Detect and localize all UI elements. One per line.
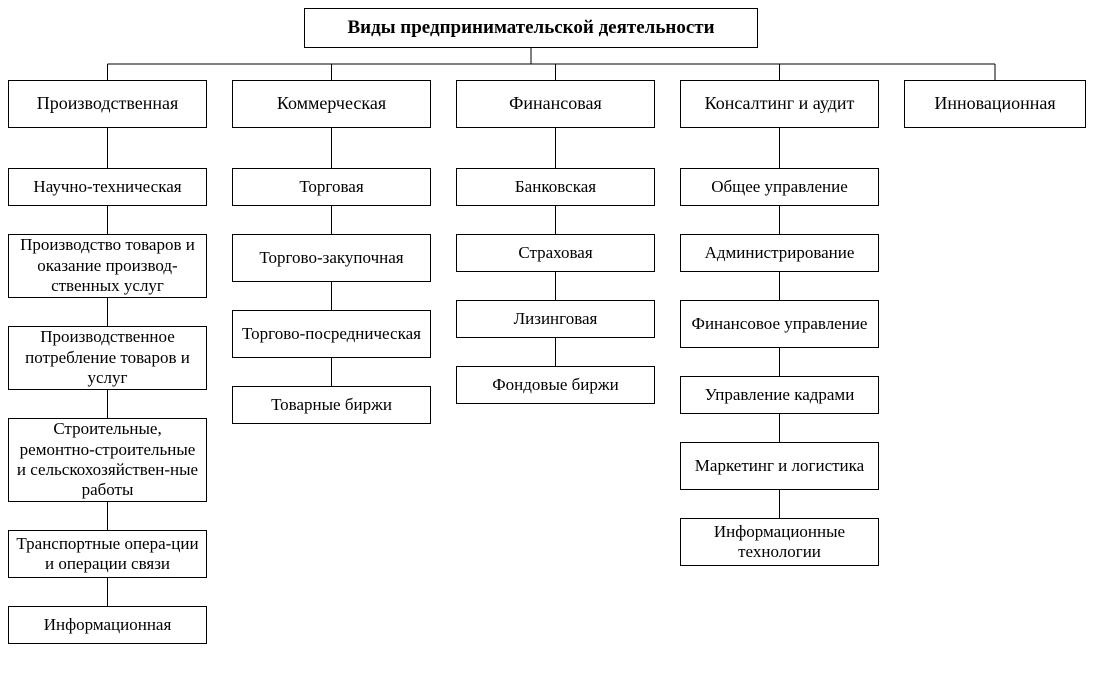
sub-node: Информационные технологии [680, 518, 879, 566]
sub-label: Фондовые биржи [492, 375, 619, 395]
sub-label: Производственное потребление товаров и у… [15, 327, 200, 388]
sub-label: Управление кадрами [705, 385, 855, 405]
sub-node: Управление кадрами [680, 376, 879, 414]
sub-node: Финансовое управление [680, 300, 879, 348]
category-node-innovation: Инновационная [904, 80, 1086, 128]
sub-node: Торгово-закупочная [232, 234, 431, 282]
sub-label: Общее управление [711, 177, 848, 197]
sub-node: Торгово-посредническая [232, 310, 431, 358]
sub-node: Администрирование [680, 234, 879, 272]
sub-node: Информационная [8, 606, 207, 644]
sub-node: Производственное потребление товаров и у… [8, 326, 207, 390]
sub-node: Лизинговая [456, 300, 655, 338]
category-label: Инновационная [934, 93, 1055, 115]
sub-label: Товарные биржи [271, 395, 392, 415]
sub-label: Финансовое управление [692, 314, 868, 334]
category-node-financial: Финансовая [456, 80, 655, 128]
sub-label: Информационные технологии [687, 522, 872, 563]
sub-node: Строительные, ремонтно-строительные и се… [8, 418, 207, 502]
sub-node: Торговая [232, 168, 431, 206]
category-label: Коммерческая [277, 93, 386, 115]
sub-label: Производство товаров и оказание производ… [15, 235, 200, 296]
root-label: Виды предпринимательской деятельности [347, 17, 714, 40]
sub-node: Страховая [456, 234, 655, 272]
sub-node: Фондовые биржи [456, 366, 655, 404]
sub-label: Лизинговая [514, 309, 598, 329]
category-node-consulting: Консалтинг и аудит [680, 80, 879, 128]
sub-label: Транспортные опера-ции и операции связи [15, 534, 200, 575]
sub-label: Торговая [299, 177, 363, 197]
sub-label: Маркетинг и логистика [695, 456, 864, 476]
category-label: Финансовая [509, 93, 602, 115]
category-label: Консалтинг и аудит [705, 93, 855, 115]
sub-node: Маркетинг и логистика [680, 442, 879, 490]
sub-node: Товарные биржи [232, 386, 431, 424]
sub-label: Администрирование [705, 243, 855, 263]
category-node-production: Производственная [8, 80, 207, 128]
sub-node: Банковская [456, 168, 655, 206]
sub-node: Научно-техническая [8, 168, 207, 206]
sub-node: Производство товаров и оказание производ… [8, 234, 207, 298]
category-node-commercial: Коммерческая [232, 80, 431, 128]
sub-node: Транспортные опера-ции и операции связи [8, 530, 207, 578]
root-node: Виды предпринимательской деятельности [304, 8, 758, 48]
sub-label: Банковская [515, 177, 596, 197]
sub-label: Страховая [518, 243, 592, 263]
category-label: Производственная [37, 93, 179, 115]
sub-label: Торгово-посредническая [242, 324, 421, 344]
sub-node: Общее управление [680, 168, 879, 206]
sub-label: Торгово-закупочная [259, 248, 403, 268]
sub-label: Строительные, ремонтно-строительные и се… [15, 419, 200, 501]
sub-label: Информационная [44, 615, 172, 635]
sub-label: Научно-техническая [33, 177, 181, 197]
